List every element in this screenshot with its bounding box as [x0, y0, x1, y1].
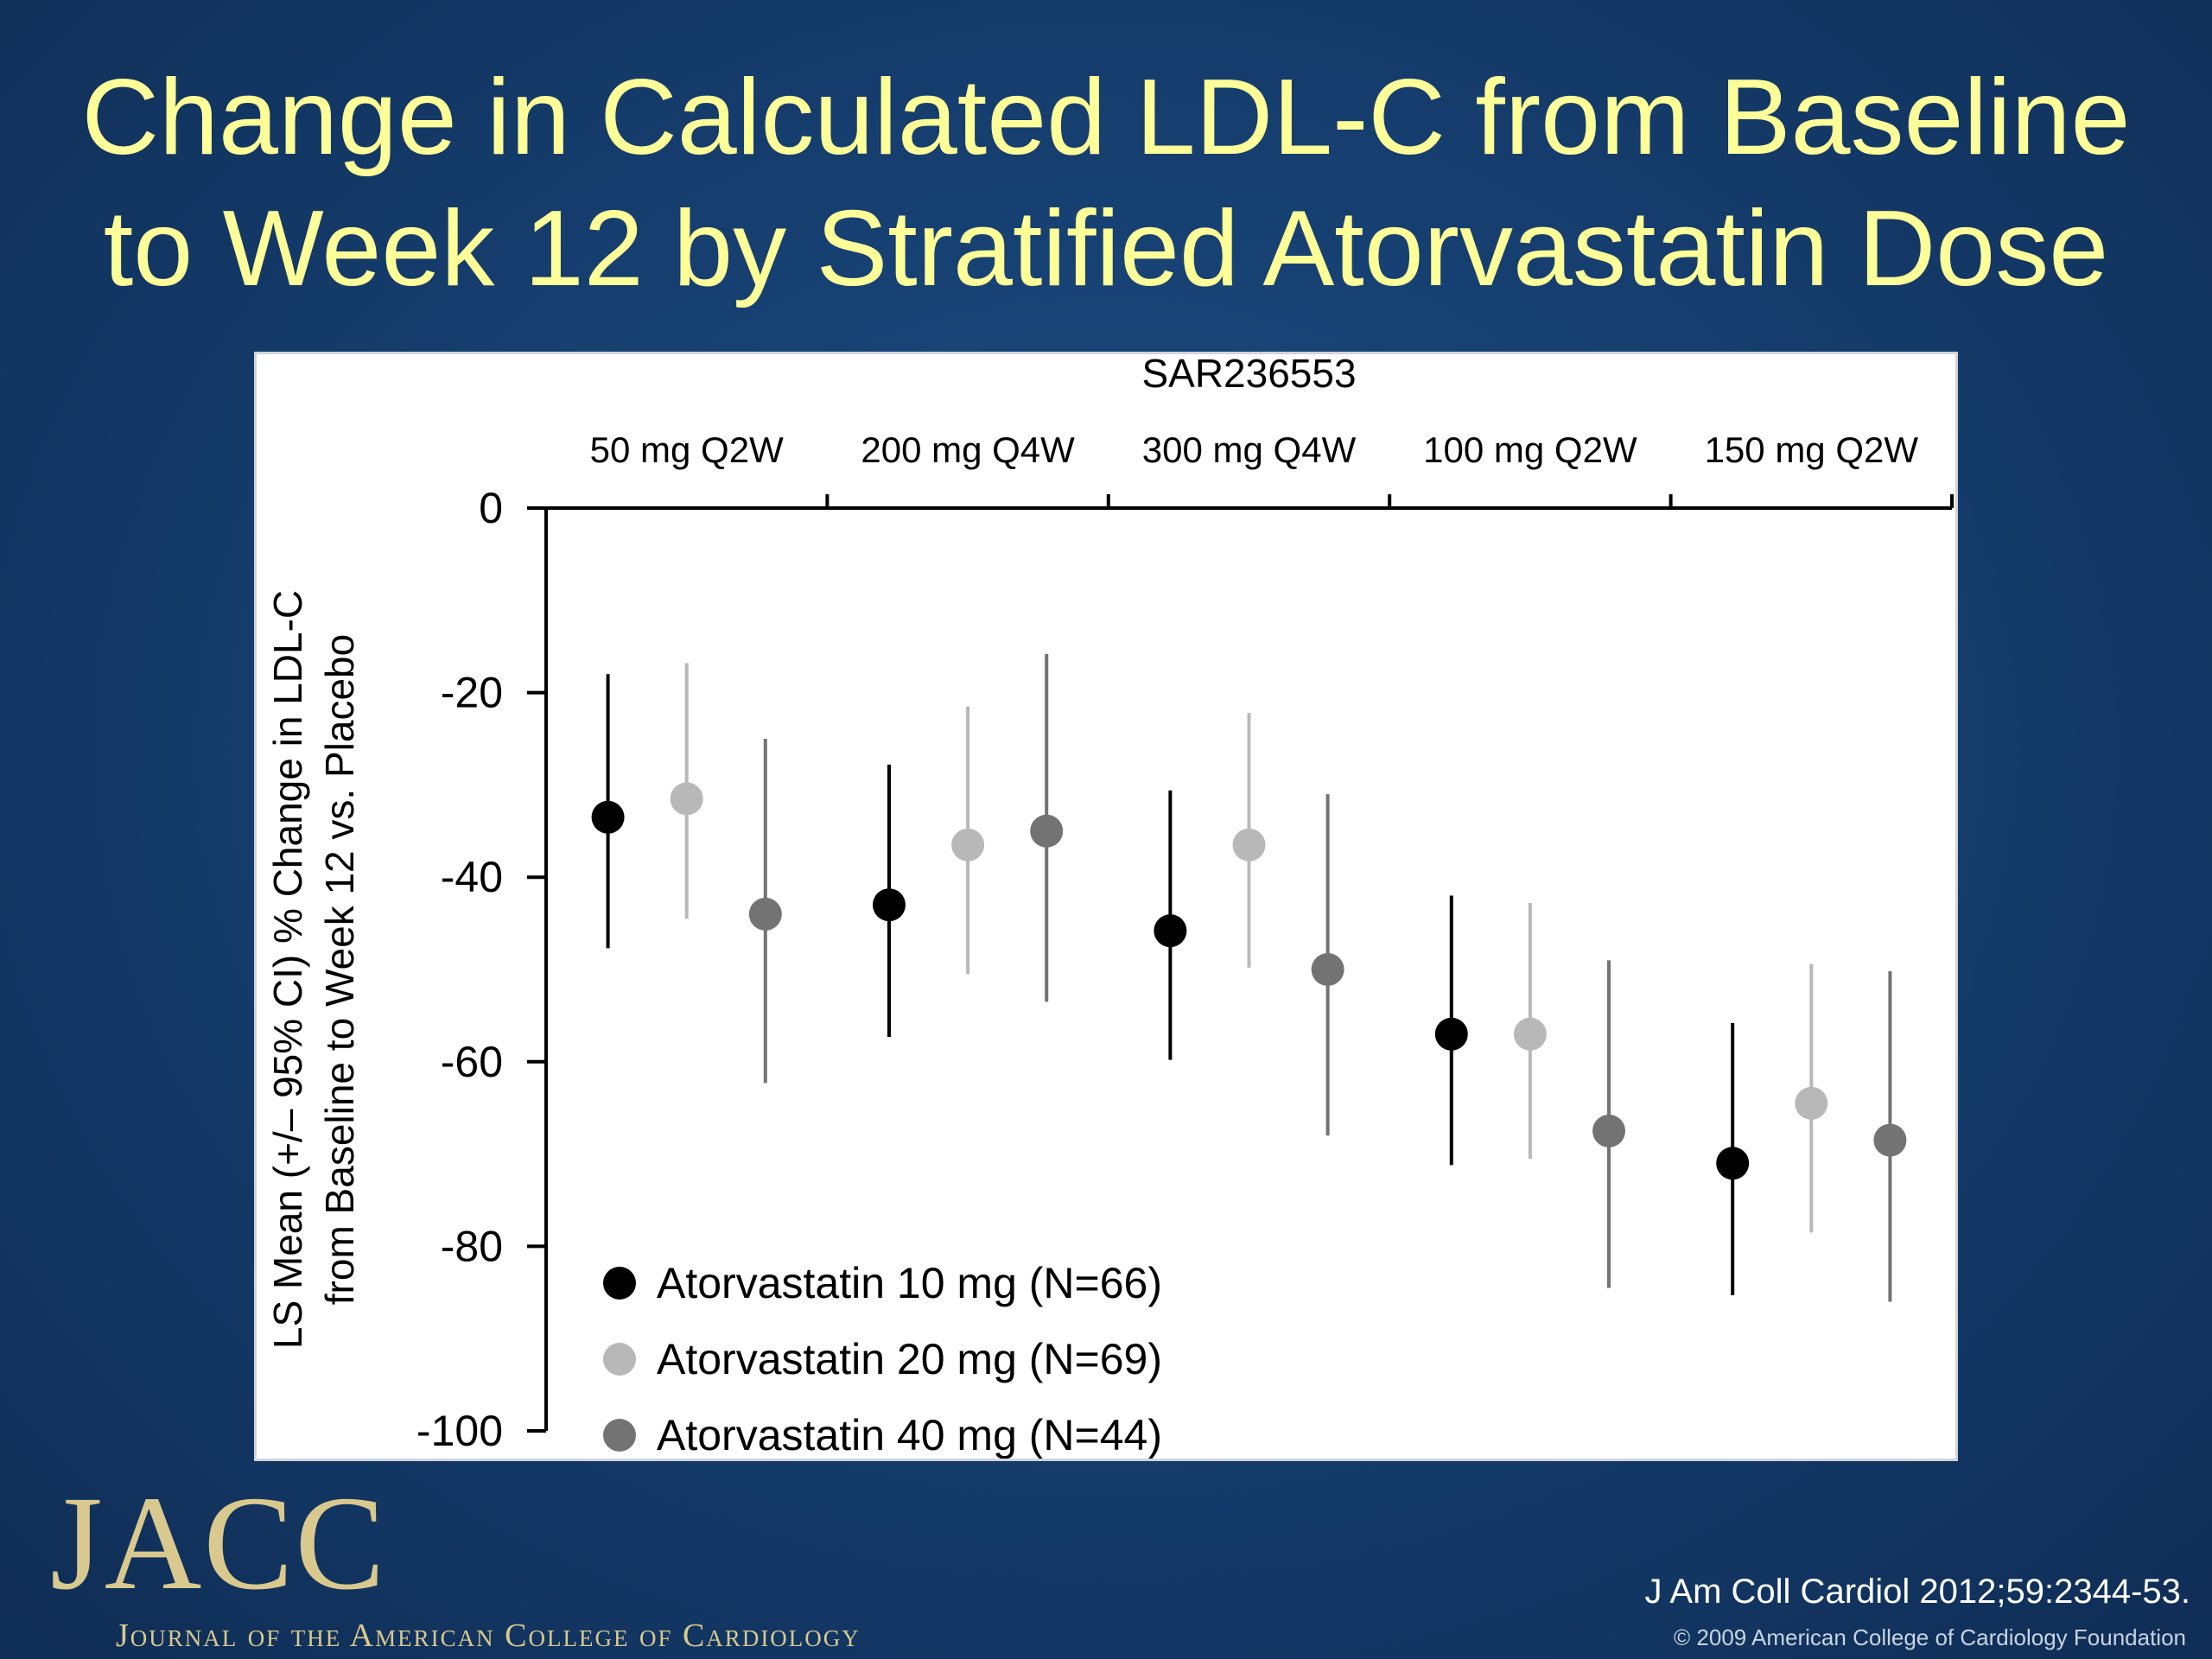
data-point — [1592, 1114, 1626, 1147]
category-label: 100 mg Q2W — [1423, 429, 1637, 470]
legend-label: Atorvastatin 10 mg (N=66) — [657, 1259, 1162, 1307]
ldl-chart: SAR236553 50 mg Q2W 200 mg Q4W 300 mg Q4W 10… — [265, 354, 1954, 1459]
data-point — [1434, 1017, 1468, 1051]
jacc-logo-subtitle: Journal of the American College of Cardi… — [116, 1618, 861, 1654]
y-tick-label: -20 — [441, 669, 503, 717]
data-point — [1513, 1017, 1547, 1051]
legend-label: Atorvastatin 20 mg (N=69) — [657, 1335, 1162, 1383]
slide-title-line1: Change in Calculated LDL-C from Baseline — [81, 58, 2131, 177]
category-label: 200 mg Q4W — [861, 429, 1075, 470]
data-point — [1311, 953, 1344, 986]
data-point — [1716, 1147, 1750, 1180]
data-point — [1795, 1086, 1828, 1120]
data-point — [1232, 828, 1266, 861]
y-axis-title-line1: LS Mean (+/– 95% CI) % Change in LDL-C — [265, 590, 310, 1349]
slide-title-line2: to Week 12 by Stratified Atorvastatin Do… — [103, 189, 2109, 308]
y-tick-label: -60 — [441, 1038, 503, 1086]
category-label: 150 mg Q2W — [1705, 429, 1919, 470]
data-point — [1873, 1123, 1907, 1157]
jacc-logo-text: JACC — [50, 1468, 387, 1618]
citation: J Am Coll Cardiol 2012;59:2344-53. — [1644, 1573, 2190, 1611]
chart-panel: SAR236553 50 mg Q2W 200 mg Q4W 300 mg Q4W 10… — [257, 354, 1955, 1459]
chart-top-label: SAR236553 — [1141, 354, 1356, 396]
legend-marker — [603, 1267, 636, 1300]
legend-marker — [603, 1343, 636, 1376]
data-point — [872, 888, 906, 922]
y-axis-title-line2: from Baseline to Week 12 vs. Placebo — [317, 634, 362, 1305]
data-point — [951, 828, 985, 861]
category-label: 50 mg Q2W — [590, 429, 784, 470]
y-tick-label: 0 — [479, 484, 503, 532]
category-label: 300 mg Q4W — [1142, 429, 1357, 470]
jacc-logo: JACC Journal of the American College of … — [50, 1476, 861, 1656]
y-tick-label: -40 — [441, 853, 503, 901]
y-tick-label: -80 — [441, 1222, 503, 1270]
data-point — [1154, 914, 1187, 948]
y-tick-label: -100 — [416, 1407, 503, 1455]
data-point — [1030, 814, 1064, 848]
data-point — [591, 800, 625, 834]
copyright: © 2009 American College of Cardiology Fo… — [1674, 1624, 2186, 1650]
data-point — [748, 897, 782, 931]
legend-label: Atorvastatin 40 mg (N=44) — [657, 1411, 1162, 1459]
data-point — [670, 782, 703, 816]
legend-marker — [603, 1419, 636, 1452]
slide-title: Change in Calculated LDL-C from Baseline… — [0, 52, 2212, 315]
